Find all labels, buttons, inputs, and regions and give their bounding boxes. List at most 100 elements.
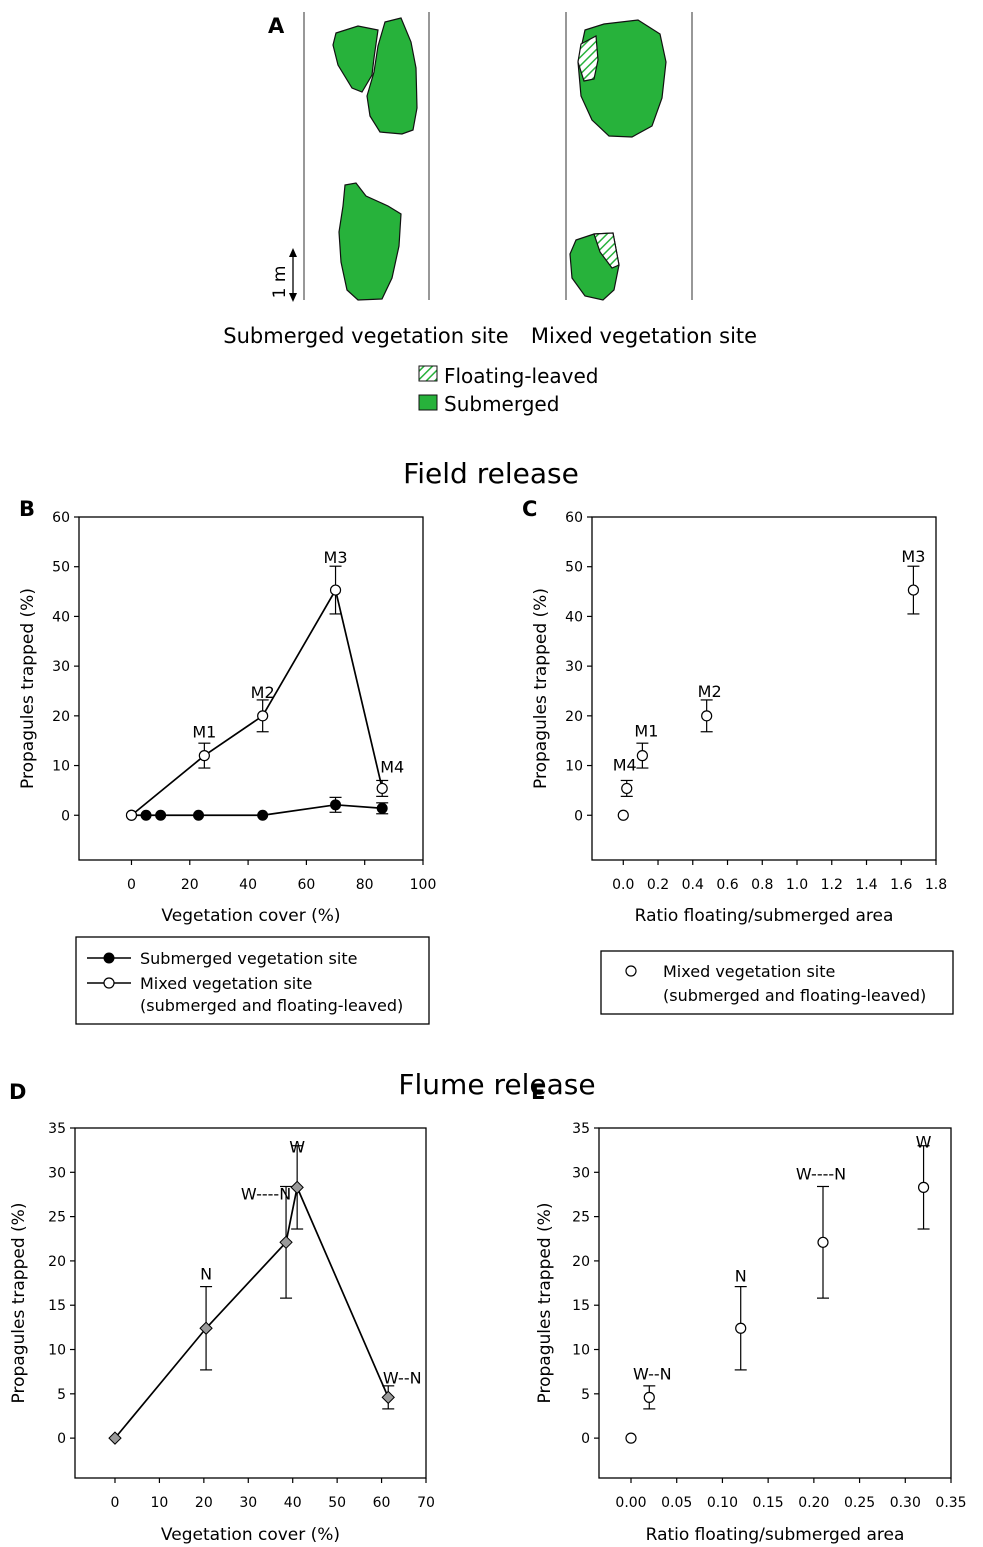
legend-swatch-submerged xyxy=(418,394,438,411)
y-tick-label: 60 xyxy=(52,510,70,526)
series-line xyxy=(130,587,384,816)
point-label: M2 xyxy=(251,683,275,702)
y-tick-label: 35 xyxy=(572,1121,590,1137)
point-label: W xyxy=(916,1132,932,1151)
point-label: W xyxy=(289,1137,305,1156)
data-point xyxy=(817,1236,829,1248)
y-tick-label: 40 xyxy=(565,609,583,625)
section-title-flume: Flume release xyxy=(398,1068,595,1101)
x-tick-label: 10 xyxy=(151,1495,169,1511)
point-label: W--N xyxy=(633,1364,672,1383)
submerged-patch xyxy=(338,182,402,301)
y-tick-label: 20 xyxy=(48,1254,66,1270)
legend-text-mixed-2: (submerged and floating-leaved) xyxy=(140,996,403,1015)
y-tick-label: 25 xyxy=(572,1210,590,1226)
legend-swatch-floating xyxy=(418,365,438,382)
legend-marker-submerged xyxy=(103,952,115,964)
data-point xyxy=(907,584,920,596)
y-tick-label: 20 xyxy=(52,709,70,725)
legend-label-floating: Floating-leaved xyxy=(444,364,599,388)
y-tick-label: 50 xyxy=(52,560,70,576)
x-tick-label: 40 xyxy=(239,877,257,893)
y-tick-label: 50 xyxy=(565,560,583,576)
y-tick-label: 10 xyxy=(572,1343,590,1359)
data-point xyxy=(636,750,648,762)
x-tick-label: 60 xyxy=(297,877,315,893)
plot-frame xyxy=(74,1127,427,1479)
point-label: W----N xyxy=(796,1164,846,1183)
x-tick-label: 60 xyxy=(373,1495,391,1511)
legend-marker-mixed xyxy=(103,977,115,989)
point-label: N xyxy=(735,1266,747,1285)
y-axis-label: Propagules trapped (%) xyxy=(535,1203,555,1404)
legend-text-mixed-2: (submerged and floating-leaved) xyxy=(663,986,926,1005)
x-tick-label: 0.20 xyxy=(798,1495,829,1511)
plot-frame xyxy=(591,516,937,861)
plot-frame xyxy=(598,1127,952,1479)
x-tick-label: 40 xyxy=(284,1495,302,1511)
floating-leaved-patch xyxy=(577,35,599,82)
x-tick-label: 1.8 xyxy=(925,877,947,893)
x-tick-label: 30 xyxy=(239,1495,257,1511)
series-line xyxy=(114,1184,390,1439)
x-tick-label: 0.25 xyxy=(844,1495,875,1511)
legend-b: Submerged vegetation site Mixed vegetati… xyxy=(75,936,430,1025)
data-point xyxy=(199,1321,213,1335)
data-point xyxy=(140,809,152,821)
legend-box xyxy=(75,936,430,1025)
panel-label-b: B xyxy=(19,497,35,521)
x-axis-label: Ratio floating/submerged area xyxy=(646,1525,905,1545)
x-tick-label: 0.4 xyxy=(682,877,704,893)
data-point xyxy=(329,584,342,596)
data-point xyxy=(376,802,388,814)
chart-e: 0 5 10 15 20 25 30 35 0.00 0.05 0.10 0.15 0.20 0.25 0.… xyxy=(535,1121,967,1545)
data-point xyxy=(617,809,629,821)
y-tick-label: 35 xyxy=(48,1121,66,1137)
x-tick-label: 0.35 xyxy=(935,1495,966,1511)
y-tick-label: 5 xyxy=(57,1387,66,1403)
x-tick-label: 1.6 xyxy=(890,877,912,893)
data-point xyxy=(108,1431,122,1445)
x-tick-label: 1.0 xyxy=(786,877,808,893)
y-tick-label: 0 xyxy=(574,808,583,824)
legend-marker-mixed xyxy=(625,965,637,977)
point-label: M2 xyxy=(698,682,722,701)
legend-text-submerged: Submerged vegetation site xyxy=(140,949,357,968)
point-label: M1 xyxy=(634,722,658,741)
point-label: M4 xyxy=(613,755,637,774)
panel-label-d: D xyxy=(9,1080,26,1104)
scale-arrow-head xyxy=(289,248,297,257)
site-label-submerged: Submerged vegetation site xyxy=(223,324,508,348)
y-tick-label: 20 xyxy=(565,709,583,725)
x-tick-label: 0.8 xyxy=(751,877,773,893)
y-tick-label: 25 xyxy=(48,1210,66,1226)
point-label: M3 xyxy=(324,548,348,567)
x-tick-label: 0.15 xyxy=(753,1495,784,1511)
y-tick-label: 0 xyxy=(57,1431,66,1447)
x-tick-label: 0.6 xyxy=(716,877,738,893)
plot-frame xyxy=(78,516,424,861)
x-tick-label: 20 xyxy=(181,877,199,893)
data-point xyxy=(376,782,388,795)
y-tick-label: 30 xyxy=(572,1165,590,1181)
submerged-patch xyxy=(366,17,418,135)
x-tick-label: 0.10 xyxy=(707,1495,738,1511)
x-tick-label: 1.2 xyxy=(821,877,843,893)
submerged-patch xyxy=(577,19,667,138)
data-point xyxy=(290,1180,304,1195)
y-tick-label: 30 xyxy=(565,659,583,675)
data-point xyxy=(279,1235,293,1250)
y-tick-label: 0 xyxy=(61,808,70,824)
site-label-mixed: Mixed vegetation site xyxy=(531,324,757,348)
y-axis-label: Propagules trapped (%) xyxy=(18,588,38,789)
x-tick-label: 100 xyxy=(410,877,437,893)
chart-b: 0 10 20 30 40 50 60 0 20 40 60 80 100 Vegetation cove… xyxy=(18,510,436,926)
point-label: N xyxy=(200,1264,212,1283)
x-axis-label: Vegetation cover (%) xyxy=(161,1525,340,1545)
y-tick-label: 10 xyxy=(48,1343,66,1359)
panel-label-a: A xyxy=(268,14,285,38)
x-tick-label: 0.05 xyxy=(661,1495,692,1511)
x-tick-label: 0.2 xyxy=(647,877,669,893)
x-tick-label: 0.0 xyxy=(612,877,634,893)
